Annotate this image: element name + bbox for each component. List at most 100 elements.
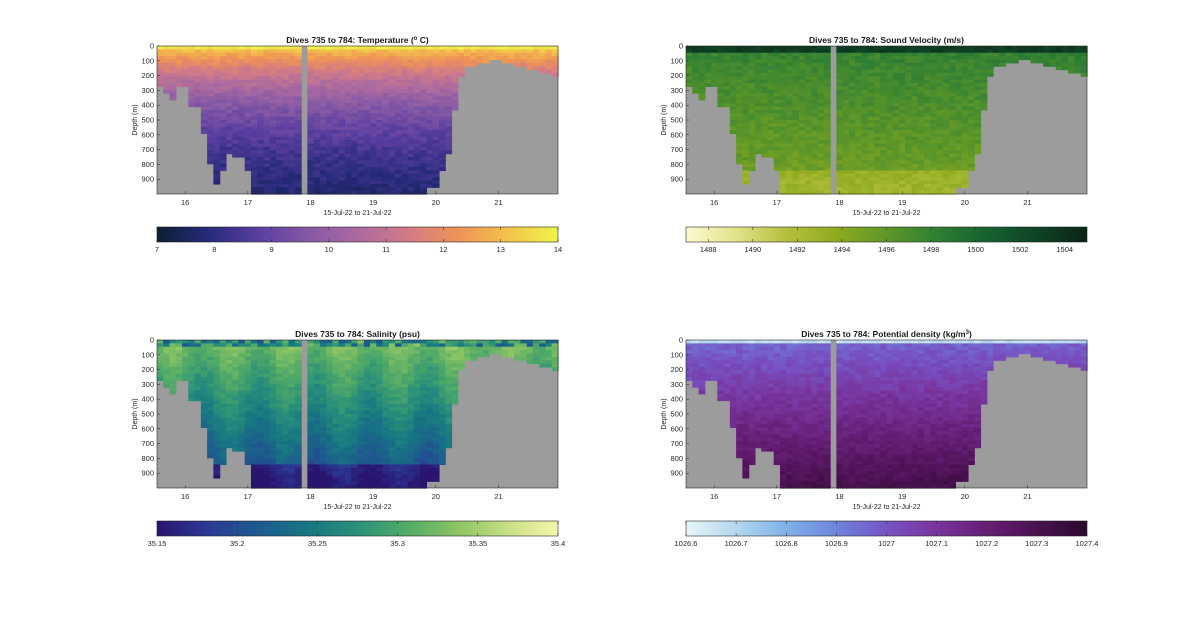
panel-salinity: Dives 735 to 784: Salinity (psu) 0 100 200 3… xyxy=(130,328,570,568)
y-tick-label: 0 xyxy=(150,42,154,51)
x-tick-label: 19 xyxy=(898,198,906,207)
colorbar-tick-label: 7 xyxy=(155,245,159,254)
colorbar-tick-label: 9 xyxy=(269,245,273,254)
chart-svg: Dives 735 to 784: Potential density (kg/… xyxy=(661,329,1099,548)
y-axis-label: Depth (m) xyxy=(661,398,668,429)
y-tick-label: 700 xyxy=(670,439,683,448)
y-tick-label: 900 xyxy=(141,469,154,478)
y-axis-label: Depth (m) xyxy=(132,398,139,429)
colorbar-tick-label: 35.3 xyxy=(390,539,405,548)
colorbar-tick-label: 1026.8 xyxy=(775,539,798,548)
y-tick-label: 600 xyxy=(670,130,683,139)
x-tick-label: 17 xyxy=(244,492,252,501)
y-tick-label: 700 xyxy=(141,145,154,154)
colorbar-tick-label: 13 xyxy=(497,245,505,254)
heatmap-cells xyxy=(686,340,1088,489)
y-tick-label: 200 xyxy=(141,365,154,374)
x-tick-label: 17 xyxy=(773,198,781,207)
y-tick-label: 300 xyxy=(670,86,683,95)
y-tick-label: 200 xyxy=(670,365,683,374)
y-tick-label: 900 xyxy=(141,175,154,184)
colorbar-tick-label: 35.25 xyxy=(308,539,327,548)
y-tick-label: 800 xyxy=(670,454,683,463)
chart-title: Dives 735 to 784: Temperature (o C) xyxy=(286,35,429,45)
heatmap-cells xyxy=(157,46,559,195)
y-axis-label: Depth (m) xyxy=(661,104,668,135)
chart-title: Dives 735 to 784: Sound Velocity (m/s) xyxy=(809,35,964,45)
y-tick-label: 500 xyxy=(670,116,683,125)
x-tick-label: 18 xyxy=(306,198,314,207)
colorbar-tick-label: 35.4 xyxy=(551,539,566,548)
y-tick-label: 700 xyxy=(141,439,154,448)
heatmap-cells xyxy=(686,46,1088,195)
panel-temperature: Dives 735 to 784: Temperature (o C) 0 100 2… xyxy=(130,34,570,274)
y-tick-label: 600 xyxy=(141,130,154,139)
colorbar-tick-label: 1504 xyxy=(1056,245,1073,254)
x-axis-label: 15-Jul-22 to 21-Jul-22 xyxy=(852,210,920,217)
y-tick-label: 200 xyxy=(670,71,683,80)
x-tick-label: 21 xyxy=(494,492,502,501)
colorbar-tick-label: 1500 xyxy=(967,245,984,254)
colorbar-tick-label: 1496 xyxy=(878,245,895,254)
y-tick-label: 100 xyxy=(141,56,154,65)
chart-svg: Dives 735 to 784: Sound Velocity (m/s) 0 1… xyxy=(661,35,1088,254)
colorbar-tick-label: 1026.9 xyxy=(825,539,848,548)
colorbar-tick-label: 10 xyxy=(325,245,333,254)
chart-svg: Dives 735 to 784: Salinity (psu) 0 100 200 3… xyxy=(132,329,566,548)
x-tick-label: 21 xyxy=(1023,198,1031,207)
chart-title: Dives 735 to 784: Potential density (kg/… xyxy=(801,329,972,339)
x-tick-label: 20 xyxy=(432,198,440,207)
x-tick-label: 19 xyxy=(369,492,377,501)
colorbar-tick-label: 11 xyxy=(382,245,390,254)
y-tick-label: 500 xyxy=(670,410,683,419)
y-tick-label: 600 xyxy=(141,424,154,433)
y-tick-label: 100 xyxy=(670,56,683,65)
x-tick-label: 19 xyxy=(898,492,906,501)
y-tick-label: 400 xyxy=(670,395,683,404)
y-tick-label: 0 xyxy=(679,336,683,345)
x-tick-label: 16 xyxy=(710,198,718,207)
heatmap-cells xyxy=(157,340,559,489)
x-tick-label: 20 xyxy=(432,492,440,501)
x-tick-label: 20 xyxy=(961,492,969,501)
y-tick-label: 400 xyxy=(141,101,154,110)
panel-density: Dives 735 to 784: Potential density (kg/… xyxy=(659,328,1099,568)
y-tick-label: 100 xyxy=(141,350,154,359)
y-tick-label: 100 xyxy=(670,350,683,359)
colorbar-tick-label: 1027.2 xyxy=(975,539,998,548)
y-tick-label: 300 xyxy=(670,380,683,389)
x-tick-label: 18 xyxy=(306,492,314,501)
colorbar-tick-label: 1026.7 xyxy=(725,539,748,548)
y-tick-label: 900 xyxy=(670,469,683,478)
colorbar-tick-label: 1502 xyxy=(1012,245,1029,254)
x-axis-label: 15-Jul-22 to 21-Jul-22 xyxy=(323,504,391,511)
colorbar-tick-label: 1488 xyxy=(700,245,717,254)
y-tick-label: 600 xyxy=(670,424,683,433)
colorbar-tick-label: 1027 xyxy=(878,539,895,548)
chart-title: Dives 735 to 784: Salinity (psu) xyxy=(295,329,420,339)
colorbar xyxy=(156,226,559,243)
colorbar-tick-label: 35.35 xyxy=(468,539,487,548)
panel-sound-velocity: Dives 735 to 784: Sound Velocity (m/s) 0 1… xyxy=(659,34,1099,274)
y-tick-label: 700 xyxy=(670,145,683,154)
colorbar-tick-label: 1027.4 xyxy=(1076,539,1099,548)
x-tick-label: 18 xyxy=(835,198,843,207)
colorbar-tick-label: 1498 xyxy=(923,245,940,254)
y-tick-label: 400 xyxy=(141,395,154,404)
y-tick-label: 500 xyxy=(141,410,154,419)
colorbar-tick-label: 1027.3 xyxy=(1025,539,1048,548)
y-tick-label: 300 xyxy=(141,86,154,95)
y-tick-label: 900 xyxy=(670,175,683,184)
x-tick-label: 16 xyxy=(181,198,189,207)
y-tick-label: 300 xyxy=(141,380,154,389)
y-tick-label: 0 xyxy=(150,336,154,345)
x-tick-label: 17 xyxy=(244,198,252,207)
colorbar-tick-label: 35.15 xyxy=(148,539,167,548)
colorbar-tick-label: 1492 xyxy=(789,245,806,254)
x-tick-label: 16 xyxy=(710,492,718,501)
colorbar-tick-label: 1490 xyxy=(744,245,761,254)
colorbar-tick-label: 14 xyxy=(554,245,562,254)
y-tick-label: 0 xyxy=(679,42,683,51)
chart-svg: Dives 735 to 784: Temperature (o C) 0 100 2… xyxy=(132,35,562,254)
x-tick-label: 17 xyxy=(773,492,781,501)
